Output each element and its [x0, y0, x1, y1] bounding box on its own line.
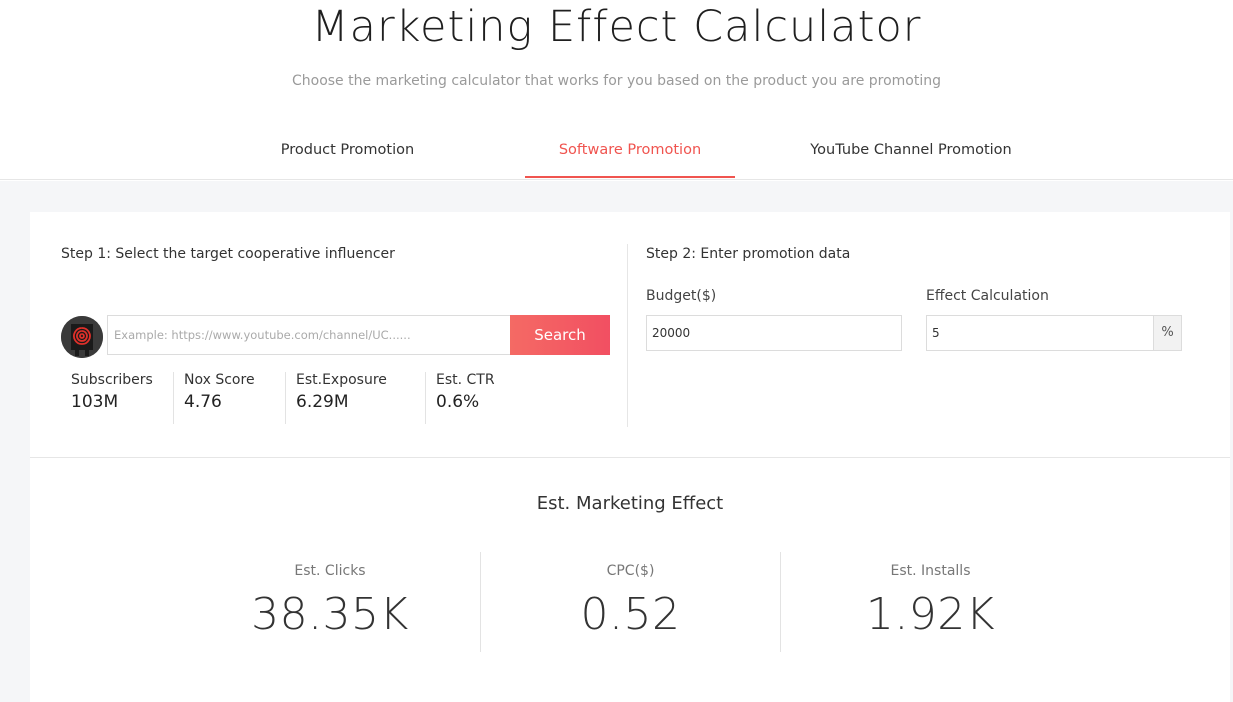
metric-value: 38.35K: [251, 589, 409, 640]
effect-calculation-input[interactable]: [926, 315, 1153, 351]
effect-calculation-label: Effect Calculation: [926, 288, 1049, 304]
metric-cpc: CPC($) 0.52: [480, 552, 780, 652]
stat-label: Est. CTR: [436, 372, 495, 388]
budget-input[interactable]: [646, 315, 902, 351]
tab-software-promotion[interactable]: Software Promotion: [525, 128, 735, 178]
metric-est-installs: Est. Installs 1.92K: [780, 552, 1080, 652]
page-subtitle: Choose the marketing calculator that wor…: [291, 73, 942, 89]
section-divider: [627, 244, 628, 427]
calculator-tabs: Product Promotion Software Promotion You…: [0, 128, 1233, 180]
stat-est-ctr: Est. CTR 0.6%: [425, 372, 525, 424]
stat-value: 0.6%: [436, 392, 480, 412]
metric-est-clicks: Est. Clicks 38.35K: [180, 552, 480, 652]
stat-nox-score: Nox Score 4.76: [173, 372, 285, 424]
influencer-search: Search: [107, 315, 610, 355]
channel-url-input[interactable]: [107, 315, 511, 355]
calculator-card: Step 1: Select the target cooperative in…: [30, 212, 1230, 702]
metric-value: 0.52: [580, 589, 681, 640]
budget-label: Budget($): [646, 288, 717, 304]
stat-value: 4.76: [184, 392, 222, 412]
metric-label: CPC($): [606, 563, 655, 579]
percent-unit: %: [1153, 315, 1182, 351]
influencer-avatar: [61, 316, 103, 358]
metric-value: 1.92K: [865, 589, 996, 640]
stat-label: Subscribers: [71, 372, 153, 388]
page-header: Marketing Effect Calculator Choose the m…: [0, 0, 1233, 180]
search-button[interactable]: Search: [510, 315, 610, 355]
metric-label: Est. Installs: [890, 563, 971, 579]
tab-youtube-channel-promotion[interactable]: YouTube Channel Promotion: [810, 142, 1012, 158]
tab-product-promotion[interactable]: Product Promotion: [280, 142, 415, 158]
step1-title: Step 1: Select the target cooperative in…: [61, 246, 395, 262]
step2-title: Step 2: Enter promotion data: [646, 246, 851, 262]
stat-est-exposure: Est.Exposure 6.29M: [285, 372, 425, 424]
stat-subscribers: Subscribers 103M: [61, 372, 171, 424]
result-title: Est. Marketing Effect: [536, 493, 724, 514]
stat-label: Est.Exposure: [296, 372, 387, 388]
page-title: Marketing Effect Calculator: [311, 2, 922, 52]
horizontal-divider: [30, 457, 1230, 458]
stat-value: 103M: [71, 392, 119, 412]
metric-label: Est. Clicks: [294, 563, 366, 579]
stat-value: 6.29M: [296, 392, 349, 412]
stat-label: Nox Score: [184, 372, 255, 388]
